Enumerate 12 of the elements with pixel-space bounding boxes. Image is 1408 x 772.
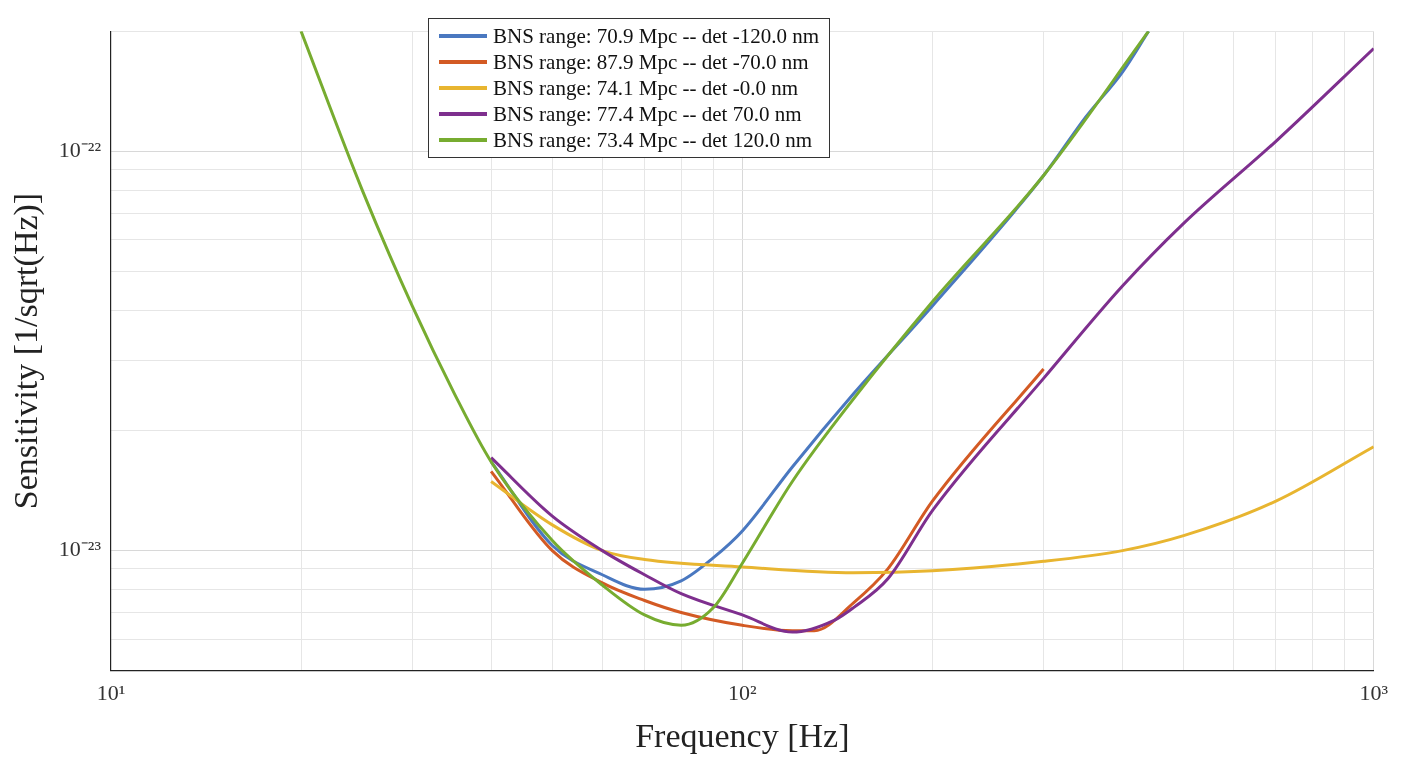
y-tick-label: 10⁻²² — [58, 137, 102, 163]
x-axis-title: Frequency [Hz] — [635, 716, 850, 754]
legend-label: BNS range: 74.1 Mpc -- det -0.0 nm — [493, 75, 799, 101]
legend-label: BNS range: 70.9 Mpc -- det -120.0 nm — [493, 23, 820, 49]
legend-label: BNS range: 87.9 Mpc -- det -70.0 nm — [493, 49, 809, 75]
x-tick-label: 10¹ — [96, 679, 126, 705]
legend-label: BNS range: 77.4 Mpc -- det 70.0 nm — [493, 101, 802, 127]
legend-label: BNS range: 73.4 Mpc -- det 120.0 nm — [493, 127, 813, 153]
x-tick-label: 10² — [728, 679, 758, 705]
y-axis-title: Sensitivity [1/sqrt(Hz)] — [7, 192, 46, 510]
y-tick-label: 10⁻²³ — [58, 536, 102, 562]
x-tick-label: 10³ — [1359, 679, 1389, 705]
